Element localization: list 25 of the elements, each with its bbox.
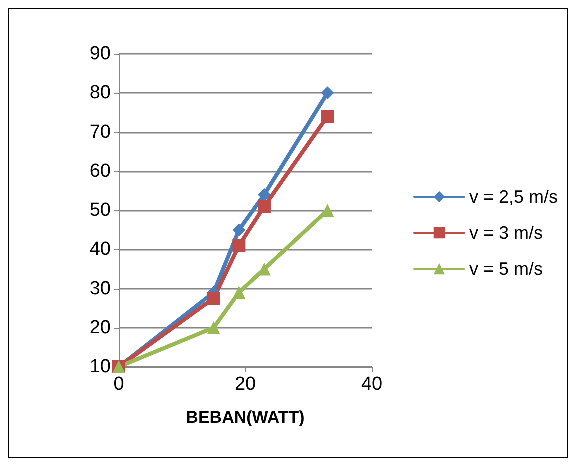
x-tick-label: 20 [234,374,256,395]
y-tick-label: 60 [90,160,111,182]
y-tick-label: 20 [90,317,111,338]
point [207,292,220,306]
point [321,86,334,100]
legend-label: v = 2,5 m/s [469,187,558,207]
point [232,239,246,252]
y-tick-label: 50 [90,200,111,221]
x-tick-label: 0 [114,374,124,395]
point [207,321,220,334]
legend-label: v = 3 m/s [469,223,543,243]
y-tick-label: 70 [90,122,111,143]
point [232,286,246,300]
y-tick-label: 90 [90,44,111,64]
x-tick-label: 40 [361,374,383,395]
y-tick-label: 10 [90,356,111,378]
point [321,110,334,124]
legend-label: v = 5 m/s [469,259,543,279]
point [258,200,271,214]
x-axis-title: BEBAN(WATT) [186,408,305,427]
point [258,188,271,202]
y-tick-label: 40 [90,239,111,260]
y-tick-label: 80 [90,82,111,104]
point [232,224,246,237]
y-tick-label: 30 [90,278,111,300]
